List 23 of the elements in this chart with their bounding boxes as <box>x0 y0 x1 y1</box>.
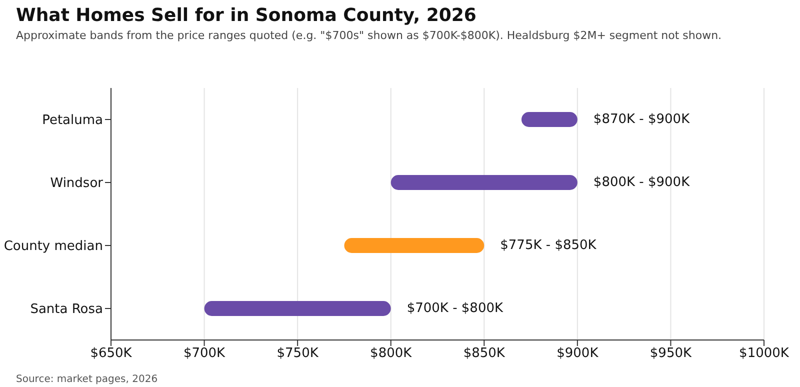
y-tick-label: Petaluma <box>42 113 103 128</box>
x-tick-label: $850K <box>463 346 506 362</box>
bar <box>204 301 391 316</box>
x-tick-label: $950K <box>650 346 692 362</box>
annotation: $700K - $800K <box>406 301 504 316</box>
bar <box>521 112 578 127</box>
x-tick-label: $800K <box>370 346 412 362</box>
y-tick-label: County median <box>4 239 103 254</box>
chart-subtitle: Approximate bands from the price ranges quoted (e.g. "$700s" shown as $700K-$800K). Healdsburg $2M+ segment not shown. <box>16 29 722 42</box>
annotation: $775K - $850K <box>500 238 597 253</box>
bar <box>390 175 578 190</box>
source-note: Source: market pages, 2026 <box>16 374 158 385</box>
y-tick-label: Santa Rosa <box>30 302 103 318</box>
x-tick-label: $650K <box>90 346 132 362</box>
x-tick-label: $700K <box>183 346 226 362</box>
annotation: $800K - $900K <box>593 175 690 190</box>
x-tick-label: $1000K <box>739 346 790 362</box>
bar <box>344 238 484 253</box>
annotation: $870K - $900K <box>593 112 690 127</box>
chart-title: What Homes Sell for in Sonoma County, 2026 <box>16 5 476 26</box>
y-tick-label: Windsor <box>50 176 104 192</box>
x-tick-label: $900K <box>556 346 599 362</box>
x-tick-label: $750K <box>276 346 319 362</box>
